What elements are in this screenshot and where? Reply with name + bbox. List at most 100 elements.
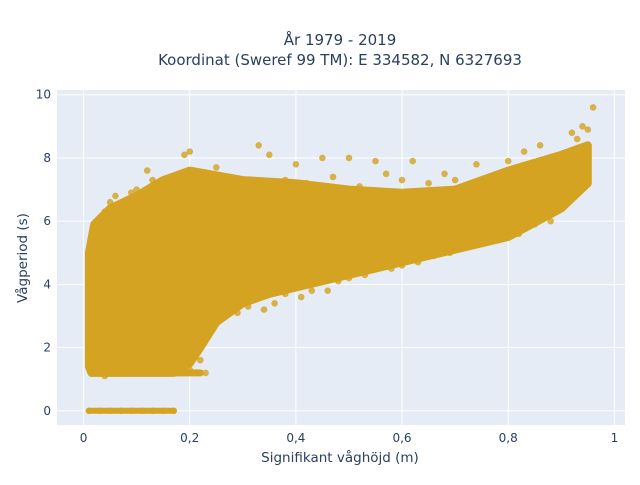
data-point	[244, 303, 252, 310]
data-point	[239, 179, 247, 187]
data-point	[430, 252, 438, 260]
data-point	[186, 148, 193, 155]
x-tick-label: 0	[80, 431, 88, 445]
data-point	[324, 287, 332, 295]
y-tick-label: 0	[43, 404, 51, 418]
data-point	[414, 258, 422, 266]
data-point	[106, 407, 114, 415]
data-point	[159, 356, 167, 364]
data-point	[85, 407, 93, 415]
data-point	[138, 195, 146, 203]
data-point	[282, 290, 289, 298]
data-point	[138, 407, 146, 415]
data-point	[335, 277, 342, 285]
y-tick-label: 10	[36, 88, 51, 102]
data-point	[117, 407, 124, 415]
chart-subtitle: Koordinat (Sweref 99 TM): E 334582, N 63…	[158, 51, 522, 69]
data-point	[568, 129, 576, 136]
y-tick-label: 8	[43, 151, 51, 165]
data-point	[292, 161, 300, 168]
data-point	[319, 154, 326, 162]
data-point	[90, 240, 98, 247]
data-point	[96, 369, 103, 377]
data-point	[128, 407, 135, 415]
data-point	[85, 276, 93, 283]
x-tick-label: 0,2	[180, 431, 199, 445]
data-point	[398, 262, 406, 269]
data-point	[85, 341, 93, 348]
data-point	[181, 151, 188, 159]
data-point	[303, 179, 310, 187]
data-point	[372, 265, 379, 272]
data-point	[520, 148, 528, 155]
data-point	[112, 192, 119, 200]
point-cloud	[84, 141, 592, 414]
data-point	[165, 221, 172, 228]
data-point	[96, 407, 103, 415]
data-point	[446, 249, 454, 257]
data-point	[143, 344, 151, 351]
data-point	[234, 309, 241, 317]
data-point	[388, 265, 395, 272]
data-point	[462, 243, 470, 250]
data-point	[271, 300, 278, 307]
data-point	[382, 170, 390, 178]
data-point	[202, 369, 209, 377]
data-point	[573, 135, 581, 143]
data-point	[143, 167, 151, 174]
data-point	[282, 176, 289, 184]
data-point	[101, 208, 109, 215]
data-point	[409, 157, 417, 165]
data-point	[297, 293, 305, 301]
data-point	[451, 176, 459, 184]
data-point	[329, 173, 337, 181]
data-point	[473, 161, 480, 168]
y-tick-label: 6	[43, 214, 51, 228]
data-point	[589, 104, 597, 111]
data-point	[372, 157, 379, 165]
y-tick-label: 4	[43, 277, 51, 291]
data-point	[228, 176, 236, 184]
data-point	[425, 179, 432, 187]
data-point	[563, 195, 570, 203]
data-point	[356, 183, 363, 190]
data-point	[515, 230, 523, 238]
x-axis-title: Signifikant våghöjd (m)	[261, 449, 419, 466]
y-tick-label: 2	[43, 341, 51, 355]
data-point	[494, 173, 501, 181]
data-point	[207, 290, 215, 298]
x-tick-label: 0,6	[392, 431, 411, 445]
data-point	[133, 186, 140, 193]
data-point	[101, 372, 109, 380]
data-point	[122, 243, 130, 250]
data-point	[170, 407, 178, 415]
data-point	[441, 170, 448, 178]
data-point	[361, 271, 369, 279]
data-point	[175, 179, 183, 187]
data-point	[218, 306, 225, 313]
data-point	[398, 176, 406, 184]
data-point	[175, 344, 183, 351]
data-point	[197, 284, 204, 291]
data-point	[154, 186, 162, 193]
x-tick-label: 0,8	[499, 431, 518, 445]
y-axis-title: Vågperiod (s)	[14, 213, 31, 303]
data-point	[308, 287, 316, 295]
data-point	[504, 157, 512, 165]
data-point	[96, 224, 103, 231]
x-tick-label: 1	[611, 431, 619, 445]
data-point	[106, 198, 114, 206]
point-cloud-fill	[84, 141, 592, 377]
chart-title: År 1979 - 2019	[284, 30, 397, 49]
data-point	[170, 360, 178, 367]
data-point	[478, 240, 486, 247]
data-point	[547, 217, 554, 225]
data-point	[159, 407, 167, 415]
data-point	[531, 221, 539, 228]
data-point	[117, 233, 124, 241]
data-point	[90, 366, 98, 374]
data-point	[345, 154, 353, 162]
data-point	[266, 151, 273, 159]
